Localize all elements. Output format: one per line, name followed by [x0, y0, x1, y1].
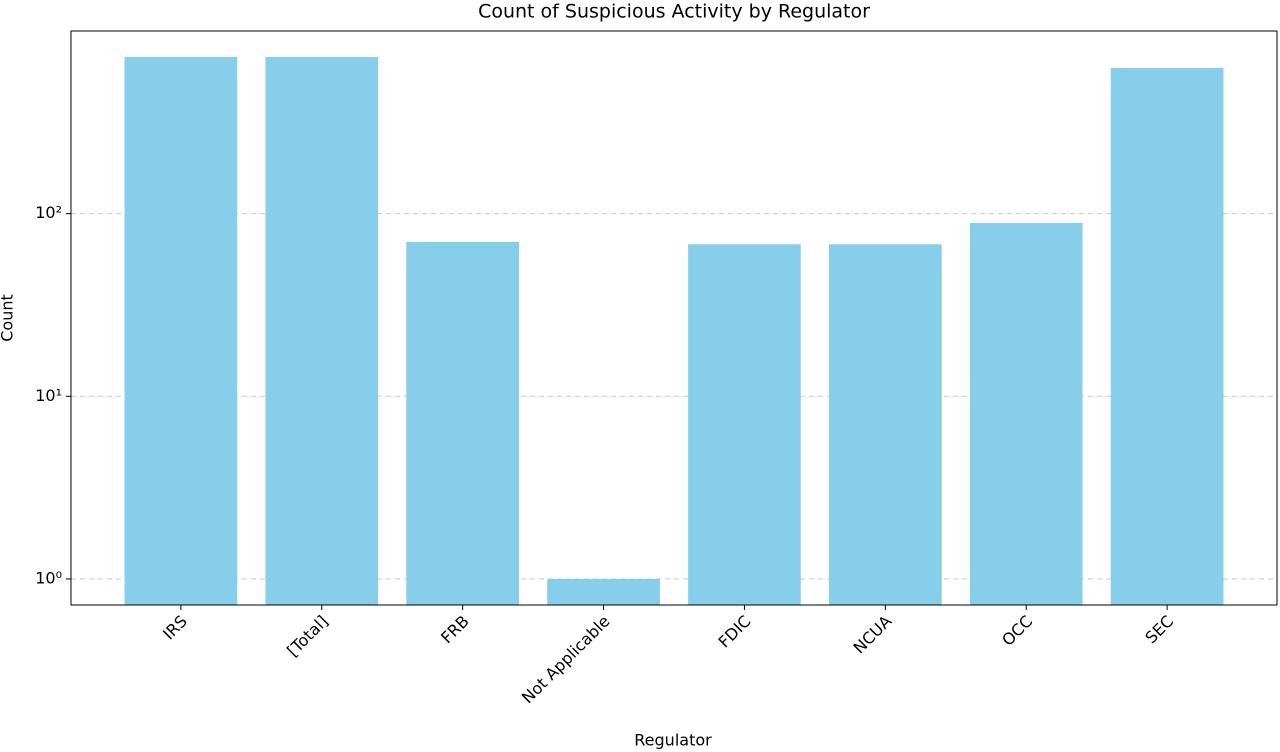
bar: [1110, 67, 1224, 605]
y-tick-label: 10¹: [35, 386, 62, 405]
chart-title: Count of Suspicious Activity by Regulato…: [478, 1, 870, 23]
bar: [688, 244, 801, 605]
axes-frame: [70, 30, 1278, 606]
x-tick-label: OCC: [998, 612, 1036, 650]
bar: [969, 222, 1083, 605]
x-tick-label: Not Applicable: [518, 612, 614, 708]
x-tick-label: FDIC: [715, 612, 755, 652]
bar: [265, 56, 379, 605]
bar: [828, 244, 942, 605]
x-tick-label: IRS: [159, 612, 191, 644]
x-axis-label: Regulator: [634, 731, 712, 750]
x-tick-label: [Total]: [283, 612, 332, 661]
bar: [124, 56, 238, 605]
bar: [406, 241, 520, 605]
plot-area: [71, 56, 1277, 605]
x-tick-label: NCUA: [850, 612, 896, 658]
y-tick-label: 10²: [35, 203, 62, 222]
bar: [547, 578, 660, 605]
x-tick-label: FRB: [437, 612, 473, 648]
x-tick-label: SEC: [1141, 612, 1177, 648]
y-axis-label: Count: [0, 294, 17, 342]
y-tick-label: 10⁰: [35, 568, 62, 587]
